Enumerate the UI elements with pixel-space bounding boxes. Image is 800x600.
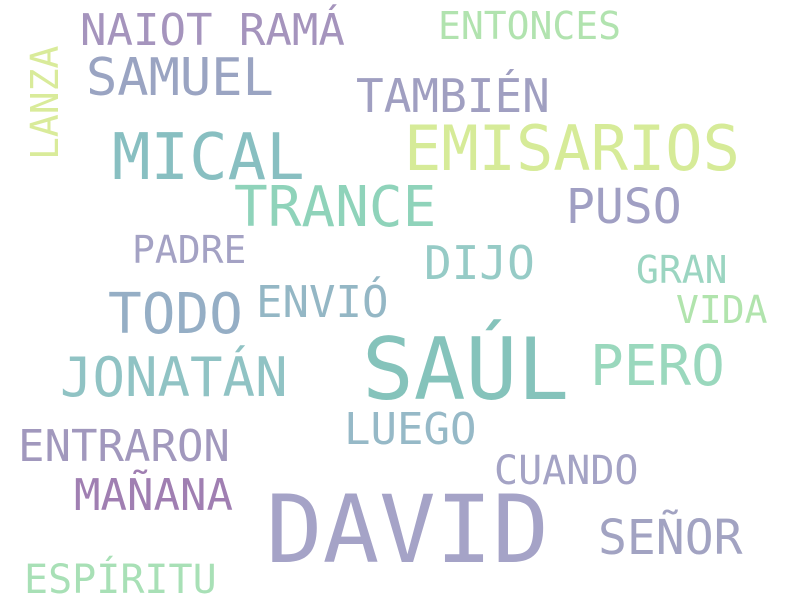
- word-jonatan: JONATÁN: [60, 346, 288, 409]
- word-padre: PADRE: [132, 228, 247, 272]
- word-espiritu: ESPÍRITU: [24, 557, 217, 600]
- word-emisarios: EMISARIOS: [404, 112, 740, 185]
- word-mical: MICAL: [112, 121, 305, 195]
- word-entonces: ENTONCES: [438, 4, 622, 48]
- word-senor: SEÑOR: [598, 510, 743, 566]
- word-david: DAVID: [266, 476, 549, 585]
- word-gran: GRAN: [636, 248, 728, 292]
- word-trance: TRANCE: [234, 175, 437, 240]
- word-samuel: SAMUEL: [86, 48, 274, 108]
- word-puso: PUSO: [566, 179, 682, 235]
- word-vida: VIDA: [676, 288, 768, 332]
- word-tambien: TAMBIÉN: [356, 69, 550, 123]
- word-naiot-rama: NAIOT RAMÁ: [80, 5, 345, 56]
- word-entraron: ENTRARON: [18, 421, 230, 472]
- word-dijo: DIJO: [424, 236, 535, 290]
- word-luego: LUEGO: [344, 404, 477, 455]
- word-todo: TODO: [108, 282, 243, 347]
- word-envio: ENVIÓ: [256, 277, 389, 328]
- word-manana: MAÑANA: [74, 470, 233, 521]
- word-saul: SAÚL: [362, 320, 570, 420]
- word-lanza: LANZA: [23, 45, 67, 160]
- word-cuando: CUANDO: [494, 448, 639, 494]
- word-pero: PERO: [590, 334, 725, 399]
